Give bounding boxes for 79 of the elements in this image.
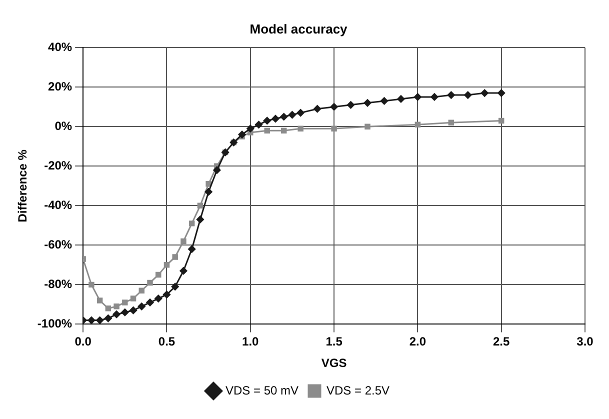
point: [314, 105, 322, 113]
y-axis-title: Difference %: [16, 149, 30, 222]
point: [498, 89, 506, 97]
point: [430, 93, 438, 101]
point: [447, 91, 455, 99]
point: [331, 126, 337, 132]
point: [206, 181, 212, 187]
point: [238, 130, 246, 138]
point: [88, 282, 94, 288]
point: [164, 262, 170, 268]
point: [171, 282, 179, 290]
point: [280, 128, 287, 134]
point: [298, 126, 304, 132]
point: [122, 300, 128, 306]
point: [180, 267, 188, 275]
point: [105, 306, 112, 312]
point: [272, 114, 280, 122]
point: [121, 308, 129, 316]
point: [246, 124, 254, 132]
point: [196, 216, 204, 224]
point: [464, 91, 472, 99]
point: [188, 220, 195, 226]
point: [204, 188, 212, 196]
point: [364, 124, 370, 130]
y-tick-label: 40%: [48, 40, 72, 54]
point: [130, 296, 136, 302]
point: [364, 99, 372, 107]
y-tick-label: -20%: [44, 158, 72, 172]
point: [480, 89, 488, 97]
y-tick-label: -40%: [44, 198, 72, 212]
point: [112, 310, 120, 318]
point: [180, 238, 186, 244]
x-tick-label: 2.0: [409, 334, 426, 349]
point: [280, 113, 288, 120]
point: [130, 306, 138, 314]
point: [96, 316, 104, 324]
x-tick-label: 0.0: [74, 334, 92, 349]
point: [138, 302, 146, 310]
point: [264, 128, 270, 134]
point: [96, 298, 103, 304]
point: [213, 166, 221, 174]
legend-label: VDS = 50 mV: [225, 383, 298, 398]
y-tick-label: 0%: [54, 118, 72, 133]
y-tick-label: -60%: [44, 237, 72, 252]
point: [154, 294, 162, 302]
point: [448, 120, 454, 126]
point: [147, 280, 153, 286]
point: [296, 109, 304, 117]
x-tick-label: 2.5: [493, 334, 510, 349]
point: [263, 116, 271, 124]
y-tick-label: -80%: [44, 277, 72, 291]
point: [146, 298, 154, 306]
point: [188, 245, 196, 253]
point: [414, 93, 422, 101]
point: [498, 118, 504, 124]
y-tick-label: 20%: [48, 79, 72, 94]
x-tick-label: 1.0: [242, 334, 260, 349]
point: [138, 288, 145, 294]
chart-title: Model accuracy: [250, 21, 348, 36]
x-tick-label: 3.0: [576, 334, 594, 349]
point: [255, 120, 263, 128]
x-tick-label: 1.5: [326, 334, 343, 349]
point: [397, 95, 405, 103]
y-tick-label: -100%: [37, 316, 72, 331]
point: [88, 316, 96, 324]
point: [197, 202, 204, 209]
point: [162, 290, 170, 298]
x-tick-label: 0.5: [158, 334, 176, 349]
x-axis-title: VGS: [321, 356, 347, 370]
legend-label: VDS = 2.5V: [326, 383, 390, 398]
point: [114, 304, 120, 310]
point: [104, 314, 112, 322]
point: [347, 101, 355, 109]
point: [172, 254, 178, 260]
point: [156, 272, 162, 278]
point: [414, 122, 421, 128]
point: [330, 103, 338, 111]
point: [288, 111, 296, 119]
point: [380, 97, 388, 105]
